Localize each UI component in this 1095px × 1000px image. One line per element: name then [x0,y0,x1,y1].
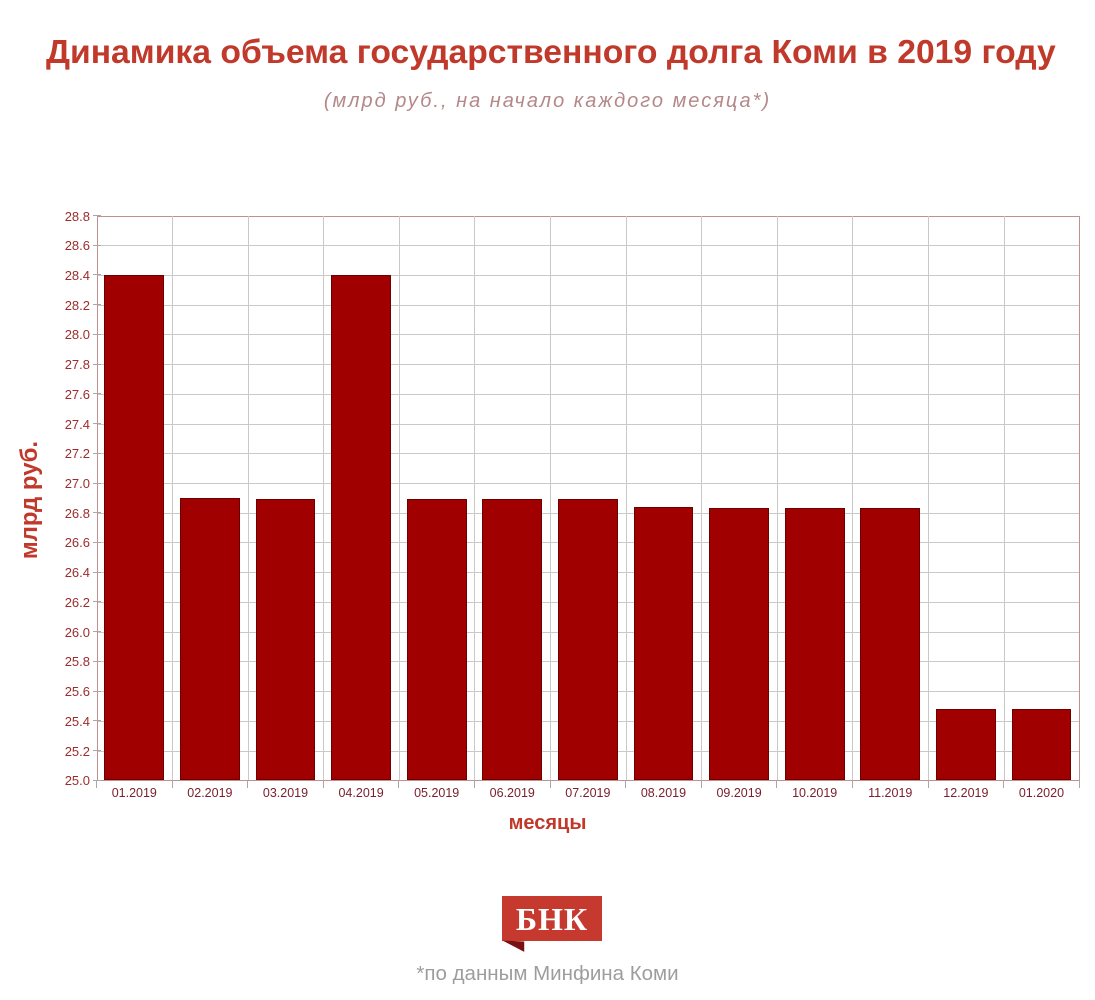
svg-text:БНК: БНК [516,901,588,937]
